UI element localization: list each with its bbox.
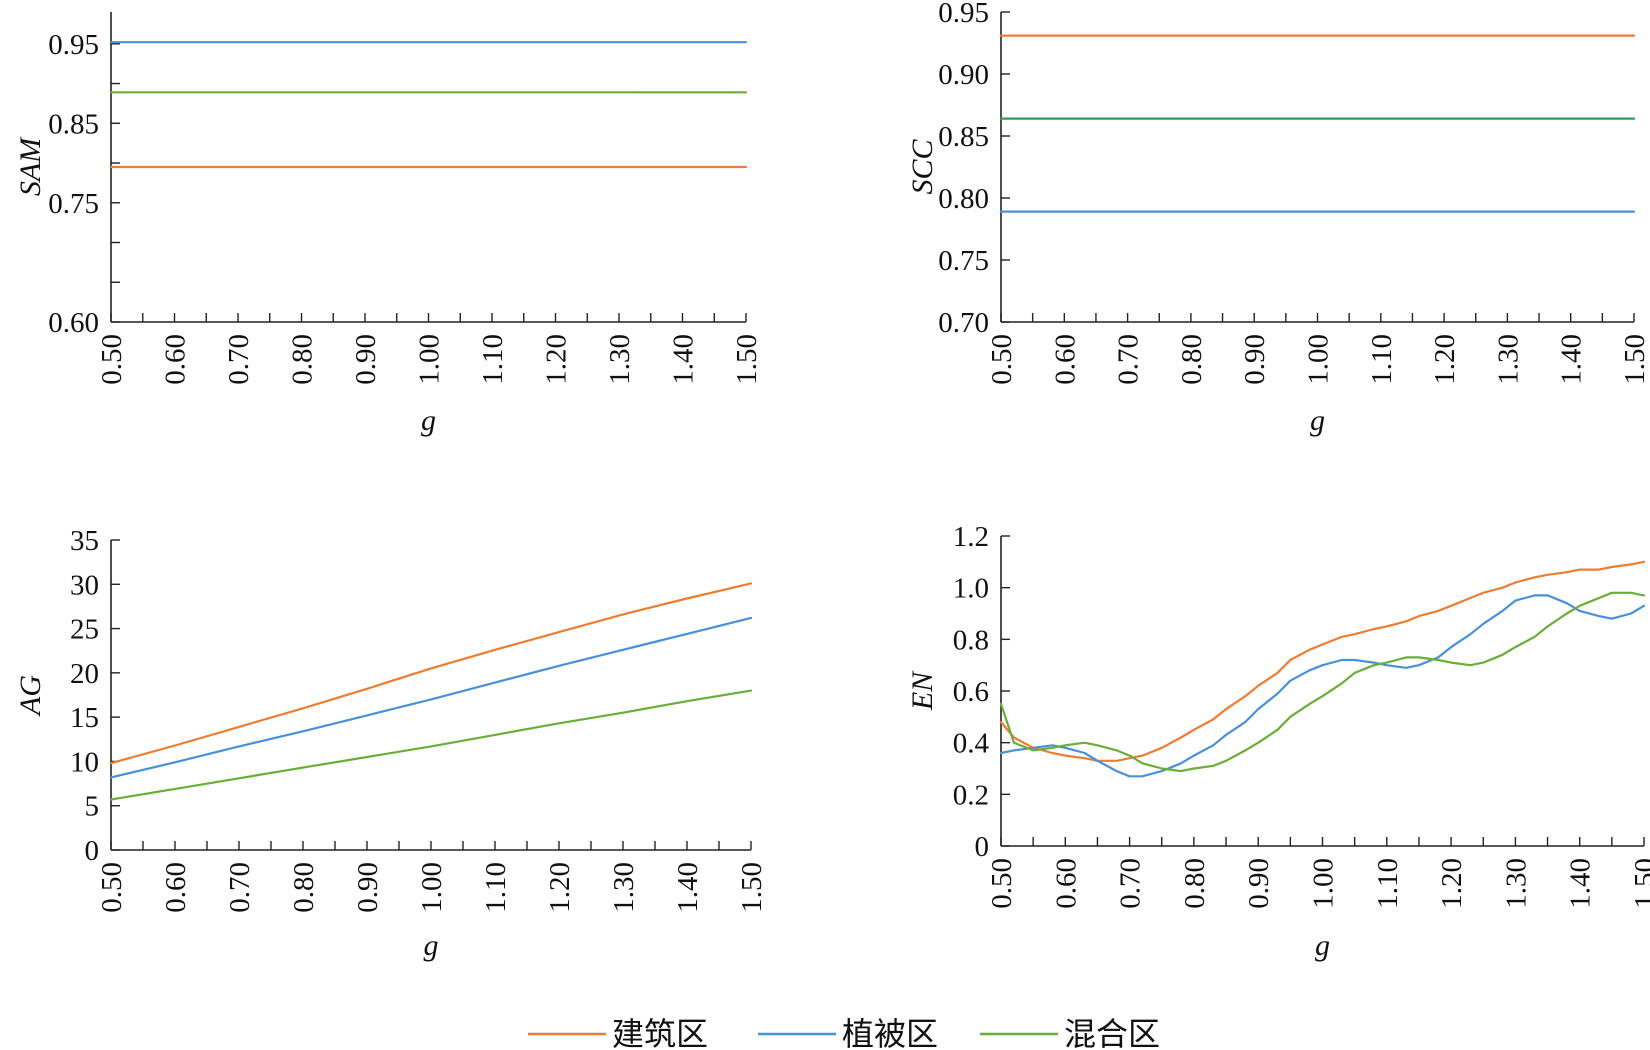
scc-x-tick-label: 0.50 — [986, 334, 1018, 385]
ag-x-tick-label: 0.60 — [160, 862, 192, 913]
scc-y-axis-title: SCC — [906, 139, 939, 195]
en-y-tick-label: 0.8 — [953, 624, 989, 656]
sam-x-tick-label: 0.50 — [96, 334, 128, 385]
en-x-tick-label: 0.90 — [1243, 858, 1275, 909]
scc-x-tick-label: 1.50 — [1619, 334, 1650, 385]
chart-sam: 0.50 0.60 0.70 0.80 0.90 1.00 1.10 1.20 1.30 1.40… — [14, 12, 763, 437]
ag-y-tick-label: 30 — [70, 569, 99, 601]
ag-x-tick-label: 0.50 — [96, 862, 128, 913]
sam-x-tick-label: 0.70 — [223, 334, 255, 385]
ag-x-tick-label: 0.90 — [352, 862, 384, 913]
legend-label-植被区: 植被区 — [842, 1015, 938, 1050]
legend-label-建筑区: 建筑区 — [612, 1015, 708, 1050]
ag-x-tick-label: 0.70 — [224, 862, 256, 913]
sam-x-axis-title: g — [421, 404, 436, 437]
ag-y-axis-title: AG — [14, 675, 47, 717]
scc-x-tick-label: 1.40 — [1556, 334, 1588, 385]
sam-y-tick-label: 0.95 — [48, 29, 99, 61]
scc-y-tick-label: 0.75 — [938, 245, 989, 277]
plots-group: 0.50 0.60 0.70 0.80 0.90 1.00 1.10 1.20 1.30 1.40… — [14, 0, 1650, 962]
sam-x-tick-label: 0.60 — [160, 334, 192, 385]
scc-y-tick-label: 0.80 — [938, 183, 989, 215]
en-y-tick-label: 1.2 — [953, 521, 989, 553]
ag-x-tick-label: 0.80 — [288, 862, 320, 913]
ag-x-tick-label: 1.40 — [672, 862, 704, 913]
en-y-axis-title: EN — [906, 670, 939, 711]
ag-series-植被区 — [109, 616, 753, 779]
sam-x-tick-label: 1.20 — [541, 334, 573, 385]
ag-y-tick-label: 20 — [70, 658, 99, 690]
en-y-tick-label: 0.6 — [953, 676, 989, 708]
sam-y-axis-title: SAM — [14, 136, 47, 196]
en-y-tick-label: 0.4 — [953, 728, 990, 760]
sam-x-tick-label: 1.30 — [604, 334, 636, 385]
en-x-tick-label: 1.00 — [1308, 858, 1340, 909]
sam-x-tick-label: 1.50 — [731, 334, 763, 385]
en-x-tick-label: 0.80 — [1179, 858, 1211, 909]
ag-y-tick-label: 0 — [85, 835, 100, 867]
scc-x-tick-label: 0.70 — [1113, 334, 1145, 385]
ag-x-tick-label: 1.50 — [736, 862, 768, 913]
ag-x-tick-label: 1.00 — [416, 862, 448, 913]
chart-ag: 0.50 0.60 0.70 0.80 0.90 1.00 1.10 1.20 1.30 1.40… — [14, 525, 768, 962]
scc-x-axis-title: g — [1310, 404, 1325, 437]
scc-y-tick-label: 0.70 — [938, 307, 989, 339]
scc-x-tick-label: 1.00 — [1303, 334, 1335, 385]
scc-y-tick-label: 0.90 — [938, 59, 989, 91]
ag-y-tick-label: 10 — [70, 746, 99, 778]
chart-en: 0.50 0.60 0.70 0.80 0.90 1.00 1.10 1.20 1.30 1.40… — [906, 521, 1650, 962]
sam-y-tick-label: 0.60 — [48, 307, 99, 339]
legend: 建筑区 植被区 混合区 — [528, 1015, 1160, 1050]
en-x-tick-label: 1.50 — [1629, 858, 1650, 909]
sam-y-tick-label: 0.85 — [48, 108, 99, 140]
en-x-tick-label: 1.30 — [1500, 858, 1532, 909]
en-x-tick-label: 0.50 — [986, 858, 1018, 909]
chart-scc: 0.50 0.60 0.70 0.80 0.90 1.00 1.10 1.20 1.30 1.40… — [906, 0, 1650, 437]
legend-label-混合区: 混合区 — [1064, 1015, 1160, 1050]
sam-x-tick-label: 1.10 — [477, 334, 509, 385]
en-x-tick-label: 0.70 — [1115, 858, 1147, 909]
scc-y-tick-label: 0.95 — [938, 0, 989, 29]
ag-y-tick-label: 15 — [70, 702, 99, 734]
sam-x-tick-label: 0.90 — [350, 334, 382, 385]
en-series-建筑区 — [999, 560, 1646, 762]
ag-x-tick-label: 1.30 — [608, 862, 640, 913]
en-x-axis-title: g — [1315, 929, 1330, 962]
ag-y-tick-label: 35 — [70, 525, 99, 557]
sam-x-tick-label: 1.40 — [668, 334, 700, 385]
ag-series-建筑区 — [109, 582, 753, 765]
scc-x-tick-label: 1.10 — [1366, 334, 1398, 385]
en-x-tick-label: 1.40 — [1565, 858, 1597, 909]
ag-y-tick-label: 25 — [70, 614, 99, 646]
ag-x-tick-label: 1.10 — [480, 862, 512, 913]
sam-x-tick-label: 0.80 — [287, 334, 319, 385]
en-y-tick-label: 0 — [975, 831, 990, 863]
sam-x-tick-label: 1.00 — [414, 334, 446, 385]
en-y-tick-label: 0.2 — [953, 779, 989, 811]
scc-x-tick-label: 1.30 — [1492, 334, 1524, 385]
ag-series-混合区 — [109, 689, 753, 801]
en-x-tick-label: 1.20 — [1436, 858, 1468, 909]
en-series-植被区 — [999, 594, 1646, 778]
sam-y-tick-label: 0.75 — [48, 188, 99, 220]
scc-x-tick-label: 0.60 — [1049, 334, 1081, 385]
en-y-tick-label: 1.0 — [953, 573, 989, 605]
scc-x-tick-label: 0.80 — [1176, 334, 1208, 385]
ag-x-axis-title: g — [424, 929, 439, 962]
scc-x-tick-label: 1.20 — [1429, 334, 1461, 385]
ag-x-tick-label: 1.20 — [544, 862, 576, 913]
en-x-tick-label: 0.60 — [1050, 858, 1082, 909]
en-x-tick-label: 1.10 — [1372, 858, 1404, 909]
scc-x-tick-label: 0.90 — [1239, 334, 1271, 385]
en-series-混合区 — [999, 591, 1646, 773]
scc-y-tick-label: 0.85 — [938, 121, 989, 153]
ag-y-tick-label: 5 — [85, 791, 100, 823]
